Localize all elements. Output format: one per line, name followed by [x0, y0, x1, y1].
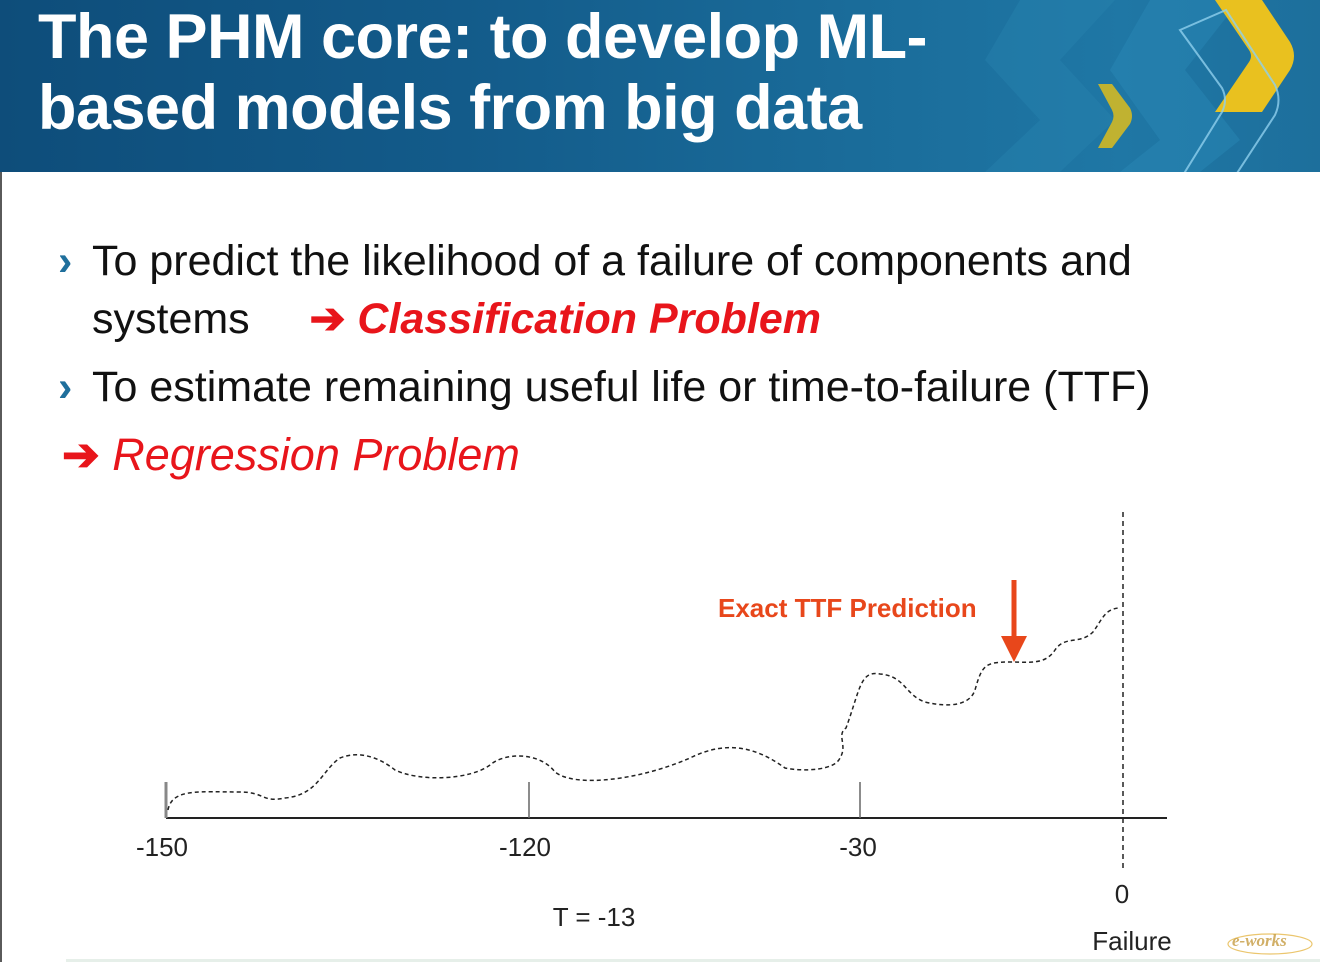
bullet-regression: › To estimate remaining useful life or t… [58, 358, 1298, 416]
bottom-divider [66, 959, 1320, 962]
regression-problem-label: Regression Problem [112, 429, 520, 480]
slide-left-border [0, 172, 2, 962]
bullet-marker: › [58, 237, 73, 285]
failure-label: Failure [1092, 926, 1171, 956]
right-arrow-icon: ➔ [309, 295, 346, 343]
degradation-curve [167, 607, 1119, 811]
right-arrow-icon: ➔ [62, 429, 100, 480]
header-decoration [985, 0, 1294, 172]
logo-text: e-works [1232, 931, 1287, 950]
classification-problem-label: Classification Problem [357, 295, 821, 343]
slide-title: The PHM core: to develop ML-based models… [38, 2, 928, 143]
down-arrow-icon [1001, 636, 1027, 662]
bullet-text-container: To estimate remaining useful life or tim… [92, 358, 1292, 416]
slide-header: The PHM core: to develop ML-based models… [0, 0, 1320, 172]
eworks-logo: e-works [1227, 931, 1313, 955]
tick-label-minus30: -30 [839, 832, 877, 862]
tick-label-minus150: -150 [136, 832, 188, 862]
annotation-label: Exact TTF Prediction [718, 593, 977, 623]
bullet-marker: › [58, 363, 73, 411]
regression-problem-line: ➔ Regression Problem [62, 426, 520, 484]
bullet-text: To predict the likelihood of a failure o… [92, 237, 1132, 343]
tick-label-minus120: -120 [499, 832, 551, 862]
bullet-classification: › To predict the likelihood of a failure… [58, 232, 1298, 348]
bullet-text-container: To predict the likelihood of a failure o… [92, 232, 1292, 348]
current-time-label: T = -13 [553, 902, 636, 932]
bullet-text: To estimate remaining useful life or tim… [92, 363, 1151, 411]
tick-label-zero: 0 [1115, 879, 1129, 909]
